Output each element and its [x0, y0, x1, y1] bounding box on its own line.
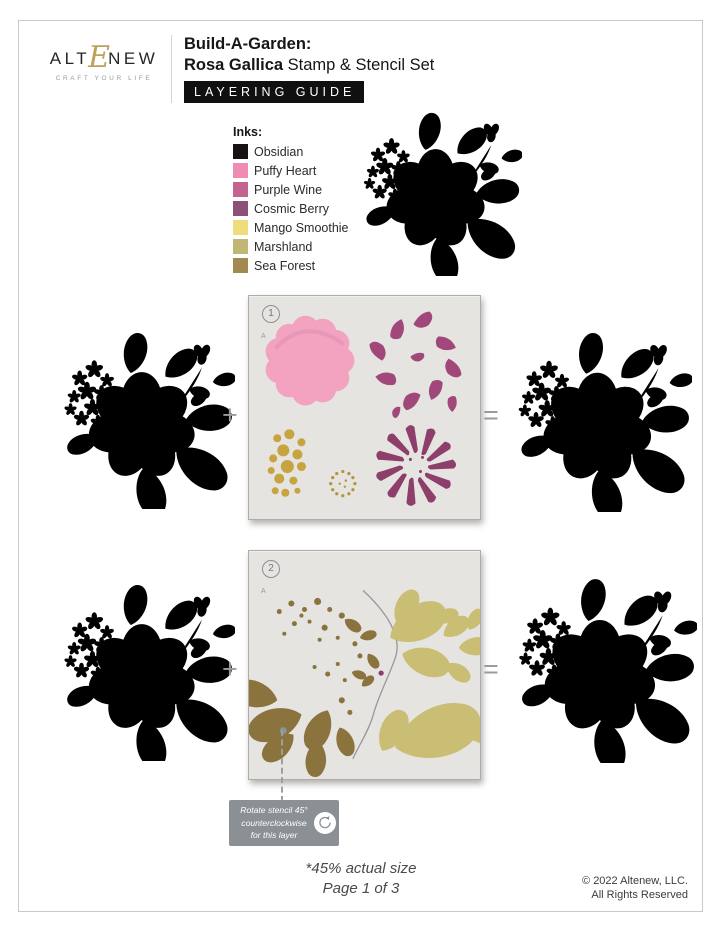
stencil-cutout-bud-dot [378, 670, 384, 676]
title-line-2: Rosa Gallica Stamp & Stencil Set [184, 55, 434, 76]
brand-wordmark: ALTENEW [37, 37, 171, 75]
artwork-previous-layers-grayscale [43, 583, 235, 761]
equals-sign: = [483, 400, 499, 430]
panel-corner-label: A [261, 588, 266, 595]
altenew-logo: ALTENEW CRAFT YOUR LIFE [37, 37, 171, 82]
brand-right: NEW [108, 49, 159, 68]
ink-name: Marshland [254, 239, 313, 254]
layering-guide-badge: LAYERING GUIDE [184, 81, 365, 103]
ink-swatch [233, 220, 248, 235]
title-product-type: Stamp & Stencil Set [283, 56, 435, 74]
ink-row: Obsidian [233, 142, 349, 161]
stencil-cutout-leaf-shading [249, 597, 382, 778]
ink-swatch [233, 144, 248, 159]
ink-name: Mango Smoothie [254, 220, 349, 235]
step-number-badge: 2 [262, 560, 280, 578]
ink-swatch [233, 201, 248, 216]
plus-sign: + [222, 654, 238, 684]
title-line-1: Build-A-Garden: [184, 35, 312, 53]
stencil-2-artwork [249, 585, 480, 778]
copyright: © 2022 Altenew, LLC. All Rights Reserved [582, 874, 688, 902]
footer-scale-note: *45% actual size Page 1 of 3 [271, 859, 451, 899]
page-title: Build-A-Garden: Rosa Gallica Stamp & Ste… [184, 34, 434, 103]
rotation-callout-text: Rotate stencil 45° counterclockwise for … [233, 804, 315, 842]
ink-swatch [233, 239, 248, 254]
title-product-name: Rosa Gallica [184, 56, 284, 74]
panel-corner-label: A [261, 333, 266, 340]
stencil-cutout-dot-ring [329, 469, 357, 498]
copyright-line-1: © 2022 Altenew, LLC. [582, 875, 688, 887]
ink-name: Cosmic Berry [254, 201, 330, 216]
ink-row: Marshland [233, 237, 349, 256]
artwork-final-full-color [344, 111, 522, 276]
artwork-step2-result [497, 577, 697, 763]
artwork-step1-result [497, 331, 692, 512]
ink-swatch [233, 182, 248, 197]
step-number-badge: 1 [262, 305, 280, 323]
ink-name: Obsidian [254, 144, 304, 159]
stencil-panel-1: 1 A [248, 295, 481, 520]
stencil-panel-2: 2 A [248, 550, 481, 780]
actual-size-note: *45% actual size [305, 860, 417, 877]
callout-line-2: counterclockwise [241, 817, 307, 828]
stencil-cutout-small-flowers [267, 429, 306, 497]
plus-sign: + [222, 400, 238, 430]
copyright-line-2: All Rights Reserved [591, 889, 688, 901]
ink-row: Mango Smoothie [233, 218, 349, 237]
ink-swatch [233, 163, 248, 178]
ink-name: Puffy Heart [254, 163, 317, 178]
artwork-line-art [43, 331, 235, 509]
callout-line-1: Rotate stencil 45° [240, 805, 308, 815]
inks-heading: Inks: [233, 125, 263, 139]
ink-name: Sea Forest [254, 258, 316, 273]
stencil-cutout-petal-shading [369, 311, 462, 419]
ink-name: Purple Wine [254, 182, 323, 197]
stencil-cutout-petal-detail [374, 424, 457, 507]
callout-leader-line [281, 730, 283, 802]
brand-script-e-icon: E [88, 40, 111, 75]
ink-row: Sea Forest [233, 256, 349, 275]
ink-row: Puffy Heart [233, 161, 349, 180]
page-border: ALTENEW CRAFT YOUR LIFE Build-A-Garden: … [18, 20, 703, 912]
rotate-counterclockwise-icon [314, 812, 336, 834]
page-indicator: Page 1 of 3 [322, 880, 400, 897]
rotation-callout: Rotate stencil 45° counterclockwise for … [229, 800, 339, 846]
callout-line-3: for this layer [250, 830, 298, 840]
ink-row: Purple Wine [233, 180, 349, 199]
inks-legend: Inks: Obsidian Puffy Heart Purple Wine C… [233, 125, 349, 275]
ink-row: Cosmic Berry [233, 199, 349, 218]
header-divider [171, 35, 172, 103]
stencil-1-artwork [265, 311, 462, 507]
equals-sign: = [483, 654, 499, 684]
ink-swatch [233, 258, 248, 273]
stencil-cutout-flower-base [265, 315, 355, 406]
stencil-divider-curve [352, 589, 398, 760]
brand-left: ALT [49, 49, 91, 68]
brand-tagline: CRAFT YOUR LIFE [55, 75, 153, 82]
